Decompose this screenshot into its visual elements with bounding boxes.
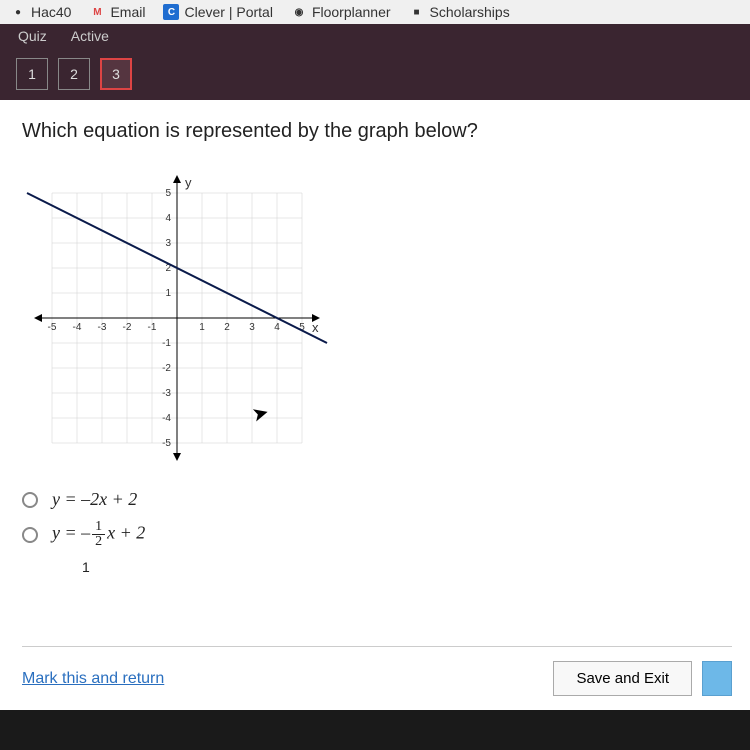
bookmark-item[interactable]: ◉ Floorplanner (291, 4, 391, 20)
question-text: Which equation is represented by the gra… (22, 120, 728, 143)
option-partial: 1 (82, 559, 728, 575)
svg-text:1: 1 (165, 288, 171, 299)
option-a[interactable]: y = –2x + 2 (22, 489, 728, 510)
next-button[interactable] (702, 661, 732, 696)
bookmark-icon: ● (10, 4, 26, 20)
svg-text:-4: -4 (162, 413, 171, 424)
bookmarks-bar: ● Hac40 M Email C Clever | Portal ◉ Floorplanne… (0, 0, 750, 24)
footer-bar: Mark this and return Save and Exit (22, 646, 732, 696)
svg-text:-4: -4 (73, 322, 82, 333)
bookmark-icon: ■ (409, 4, 425, 20)
question-number-2[interactable]: 2 (58, 58, 90, 90)
bookmark-icon: M (89, 4, 105, 20)
option-b-text: y = –12x + 2 (52, 520, 145, 549)
svg-text:-2: -2 (123, 322, 132, 333)
svg-text:-3: -3 (98, 322, 107, 333)
bookmark-item[interactable]: ■ Scholarships (409, 4, 510, 20)
bookmark-label: Email (110, 4, 145, 20)
svg-text:5: 5 (165, 188, 171, 199)
svg-text:-5: -5 (48, 322, 57, 333)
svg-text:x: x (312, 320, 319, 335)
graph: -5-4-3-2-112345-5-4-3-2-112345yx ➤ (22, 163, 332, 473)
svg-text:-1: -1 (162, 338, 171, 349)
option-a-text: y = –2x + 2 (52, 489, 137, 510)
answer-options: y = –2x + 2 y = –12x + 2 1 (22, 489, 728, 575)
bookmark-item[interactable]: ● Hac40 (10, 4, 71, 20)
bookmark-label: Scholarships (430, 4, 510, 20)
option-b[interactable]: y = –12x + 2 (22, 520, 728, 549)
radio-icon (22, 527, 38, 543)
question-number-1[interactable]: 1 (16, 58, 48, 90)
svg-text:-2: -2 (162, 363, 171, 374)
svg-text:y: y (185, 175, 192, 190)
svg-text:-3: -3 (162, 388, 171, 399)
svg-text:-1: -1 (148, 322, 157, 333)
question-number-3[interactable]: 3 (100, 58, 132, 90)
bookmark-label: Floorplanner (312, 4, 391, 20)
quiz-tabs: Quiz Active (0, 24, 750, 48)
svg-text:2: 2 (224, 322, 230, 333)
mark-return-link[interactable]: Mark this and return (22, 670, 164, 688)
svg-text:4: 4 (165, 213, 171, 224)
bookmark-icon: ◉ (291, 4, 307, 20)
save-exit-button[interactable]: Save and Exit (553, 661, 692, 696)
svg-text:3: 3 (249, 322, 255, 333)
question-nav: 123 (0, 48, 750, 100)
tab-active[interactable]: Active (69, 24, 111, 48)
svg-text:4: 4 (274, 322, 280, 333)
bookmark-icon: C (163, 4, 179, 20)
svg-text:1: 1 (199, 322, 205, 333)
bookmark-item[interactable]: M Email (89, 4, 145, 20)
tab-quiz[interactable]: Quiz (16, 24, 49, 48)
question-panel: Which equation is represented by the gra… (0, 100, 750, 710)
bookmark-label: Hac40 (31, 4, 71, 20)
radio-icon (22, 492, 38, 508)
svg-text:-5: -5 (162, 438, 171, 449)
bookmark-item[interactable]: C Clever | Portal (163, 4, 272, 20)
svg-text:3: 3 (165, 238, 171, 249)
bookmark-label: Clever | Portal (184, 4, 272, 20)
